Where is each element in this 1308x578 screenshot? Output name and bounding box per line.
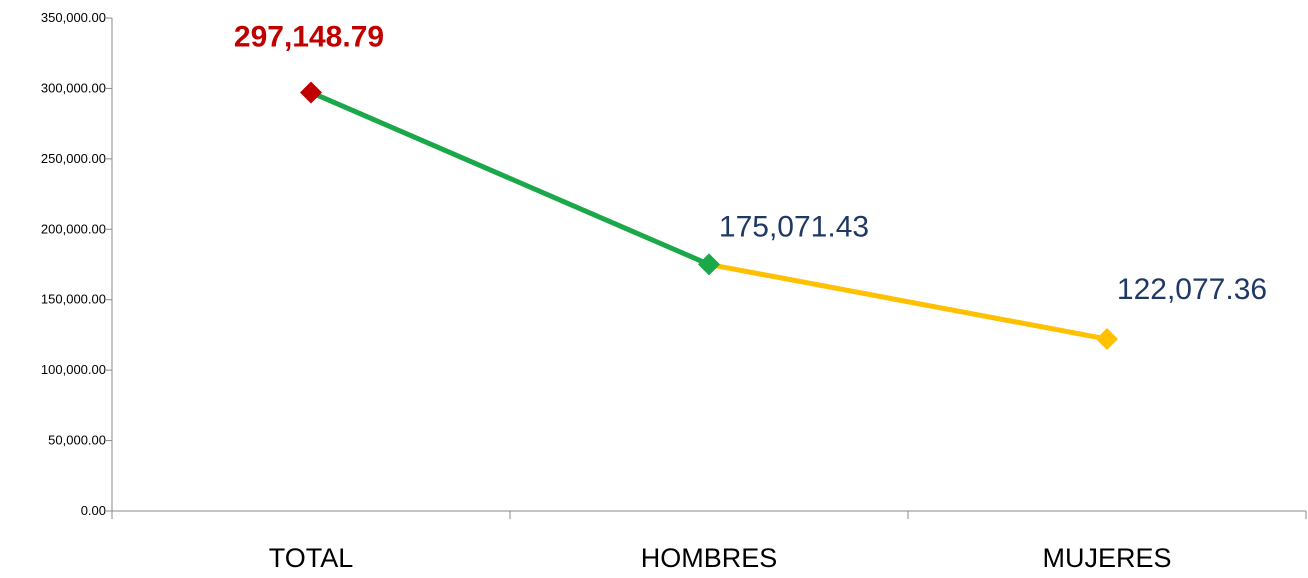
y-tick-label: 100,000.00 (41, 362, 106, 377)
y-tick-label: 200,000.00 (41, 221, 106, 236)
data-label: 297,148.79 (234, 20, 384, 53)
y-tick-label: 350,000.00 (41, 10, 106, 25)
data-label: 122,077.36 (1117, 273, 1267, 306)
x-tick-label: TOTAL (269, 543, 354, 573)
y-tick-label: 250,000.00 (41, 151, 106, 166)
data-label: 175,071.43 (719, 210, 869, 243)
y-tick-label: 50,000.00 (48, 433, 106, 448)
y-tick-label: 300,000.00 (41, 80, 106, 95)
line-segment (308, 89, 712, 267)
x-tick-label: MUJERES (1042, 543, 1171, 573)
y-tick-label: 0.00 (81, 503, 106, 518)
data-point-marker (300, 81, 322, 104)
x-tick-label: HOMBRES (641, 543, 778, 573)
data-point-marker (698, 253, 720, 276)
data-point-marker (1096, 328, 1118, 351)
line-segment (706, 261, 1110, 342)
y-tick-label: 150,000.00 (41, 292, 106, 307)
